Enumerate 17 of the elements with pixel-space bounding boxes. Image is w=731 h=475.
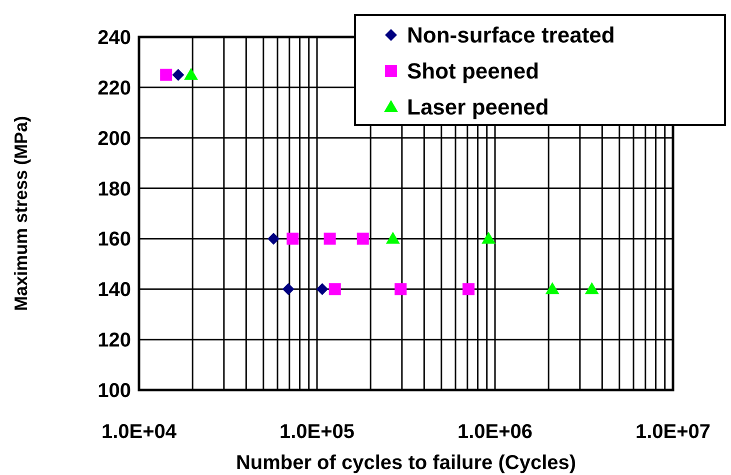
legend-label: Laser peened <box>407 94 549 120</box>
y-tick-label: 100 <box>98 380 131 402</box>
x-tick-label: 1.0E+07 <box>635 421 711 443</box>
y-tick-label: 200 <box>98 128 131 150</box>
y-tick-label: 240 <box>98 27 131 49</box>
x-axis-title: Number of cycles to failure (Cycles) <box>236 452 576 474</box>
y-tick-label: 180 <box>98 178 131 200</box>
legend-label: Shot peened <box>407 58 540 84</box>
x-tick-label: 1.0E+05 <box>279 421 355 443</box>
y-tick-label: 160 <box>98 228 131 251</box>
y-tick-label: 220 <box>98 77 131 100</box>
y-tick-label: 120 <box>98 330 131 352</box>
y-tick-label: 140 <box>98 279 131 302</box>
x-tick-label: 1.0E+04 <box>101 421 178 443</box>
y-axis-title: Maximum stress (MPa) <box>11 116 31 312</box>
x-tick-label: 1.0E+06 <box>457 421 533 443</box>
legend-label: Non-surface treated <box>407 22 615 48</box>
